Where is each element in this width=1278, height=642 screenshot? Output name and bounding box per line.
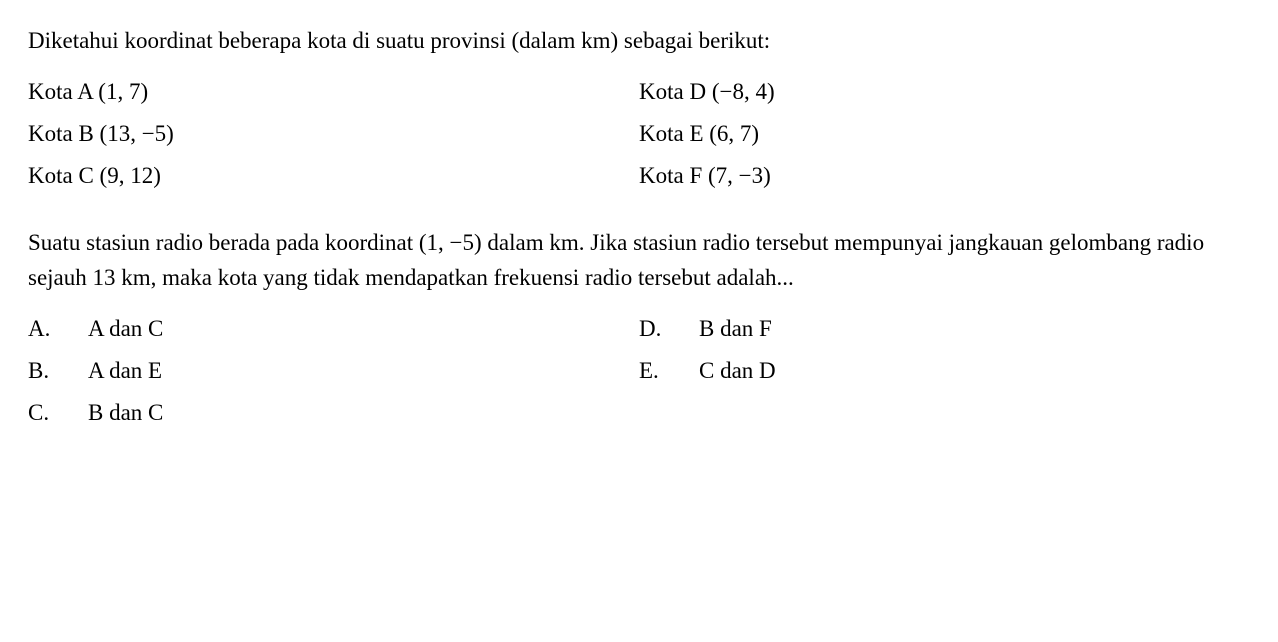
city-item: Kota A (1, 7): [28, 79, 639, 105]
option-text: B dan C: [88, 400, 639, 426]
city-item: Kota B (13, −5): [28, 121, 639, 147]
city-item: Kota C (9, 12): [28, 163, 639, 189]
city-item: Kota E (6, 7): [639, 121, 1250, 147]
city-item: Kota D (−8, 4): [639, 79, 1250, 105]
cities-column-right: Kota D (−8, 4) Kota E (6, 7) Kota F (7, …: [639, 79, 1250, 205]
option-letter: A.: [28, 316, 88, 342]
option-text: A dan C: [88, 316, 639, 342]
option-letter: B.: [28, 358, 88, 384]
option-e: E. C dan D: [639, 358, 1250, 384]
option-c: C. B dan C: [28, 400, 639, 426]
option-text: B dan F: [699, 316, 1250, 342]
option-letter: C.: [28, 400, 88, 426]
option-letter: D.: [639, 316, 699, 342]
problem-statement: Suatu stasiun radio berada pada koordina…: [28, 225, 1250, 296]
options-column-right: D. B dan F E. C dan D: [639, 316, 1250, 442]
cities-list: Kota A (1, 7) Kota B (13, −5) Kota C (9,…: [28, 79, 1250, 205]
city-item: Kota F (7, −3): [639, 163, 1250, 189]
option-b: B. A dan E: [28, 358, 639, 384]
option-text: C dan D: [699, 358, 1250, 384]
option-letter: E.: [639, 358, 699, 384]
options-column-left: A. A dan C B. A dan E C. B dan C: [28, 316, 639, 442]
question-intro: Diketahui koordinat beberapa kota di sua…: [28, 24, 1250, 59]
option-text: A dan E: [88, 358, 639, 384]
answer-options: A. A dan C B. A dan E C. B dan C D. B da…: [28, 316, 1250, 442]
option-a: A. A dan C: [28, 316, 639, 342]
cities-column-left: Kota A (1, 7) Kota B (13, −5) Kota C (9,…: [28, 79, 639, 205]
option-d: D. B dan F: [639, 316, 1250, 342]
